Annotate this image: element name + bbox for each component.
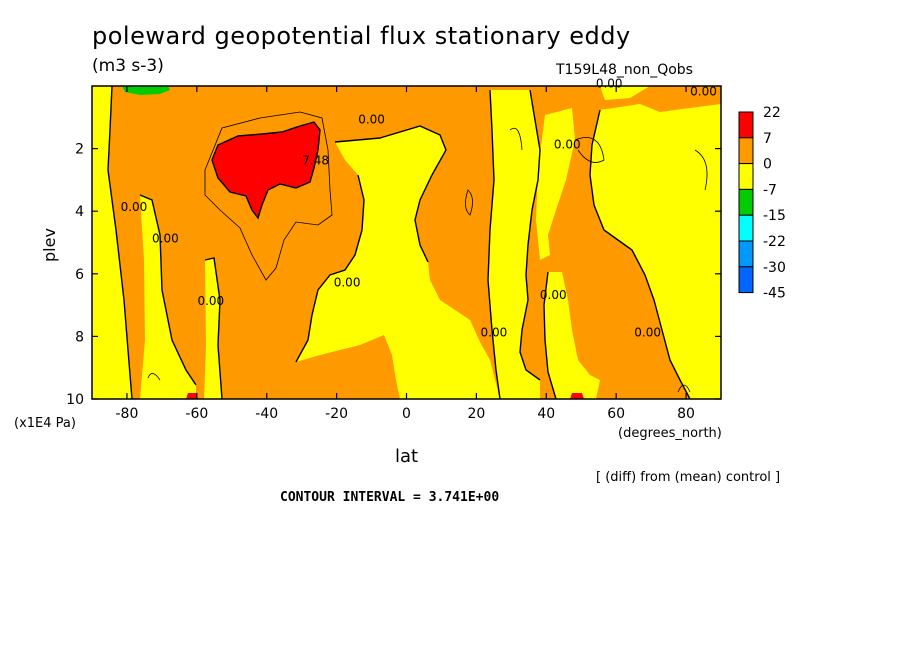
colorbar-label: 22: [763, 105, 781, 121]
colorbar-label: 7: [763, 131, 772, 147]
contour-interval: CONTOUR INTERVAL = 3.741E+00: [280, 490, 500, 505]
chart-title: poleward geopotential flux stationary ed…: [92, 22, 631, 50]
x-tick-label: -80: [116, 406, 139, 422]
x-tick-label: 80: [677, 406, 695, 422]
contour-line: [543, 271, 557, 400]
contour-line: [211, 121, 321, 220]
contour-line: [465, 189, 473, 216]
contour-line: [487, 89, 501, 400]
colorbar-swatch: [738, 111, 754, 139]
x-axis-ticks: -80 -60 -40 -20 0 20 40 60 80: [116, 86, 695, 422]
contour-line: [204, 111, 333, 281]
colorbar-swatch: [738, 214, 754, 242]
contour-line: [589, 109, 691, 400]
x-axis-units: (degrees_north): [618, 426, 722, 441]
diff-annotation: [ (diff) from (mean) control ]: [596, 470, 781, 485]
run-label: T159L48_non_Qobs: [556, 62, 693, 78]
x-tick-label: 0: [402, 406, 411, 422]
x-tick-label: 60: [607, 406, 625, 422]
contour-line: [677, 384, 691, 393]
colorbar-label: -22: [763, 234, 786, 250]
contour-line: [509, 127, 523, 151]
contour-line: [519, 89, 541, 381]
colorbar-swatch: [738, 266, 754, 294]
contour-line: [107, 85, 133, 400]
field-yellow-region: [590, 104, 721, 399]
x-tick-label: 20: [467, 406, 485, 422]
field-yellow-region: [544, 272, 600, 399]
y-tick-label: 2: [75, 142, 84, 158]
y-axis-ticks: 2 4 6 8 10: [66, 142, 721, 408]
contour-label: 0.00: [554, 138, 581, 152]
contour-label: 0.00: [540, 288, 567, 302]
field-yellow-region: [600, 86, 650, 100]
contour-line: [147, 373, 161, 381]
field-yellow-region: [488, 90, 540, 399]
y-axis-units: (x1E4 Pa): [14, 416, 76, 431]
contour-label: 0.00: [596, 77, 623, 91]
field-yellow-region: [92, 86, 132, 399]
x-tick-label: 40: [537, 406, 555, 422]
contour-label: 0.00: [634, 325, 661, 339]
colorbar-swatch: [738, 163, 754, 190]
field-yellow-region: [204, 258, 222, 399]
colorbar: 22 7 0 -7 -15 -22 -30 -45: [738, 105, 786, 302]
x-tick-label: -40: [255, 406, 278, 422]
y-tick-label: 8: [75, 329, 84, 345]
contour-line: [334, 125, 447, 263]
colorbar-label: -7: [763, 182, 777, 198]
chart-units: (m3 s-3): [92, 56, 164, 76]
contour-line: [295, 174, 365, 363]
field-yellow-region: [140, 195, 196, 399]
contour-line: [139, 194, 197, 386]
colorbar-swatch: [738, 137, 754, 165]
colorbar-label: -30: [763, 260, 786, 276]
x-tick-label: -60: [185, 406, 208, 422]
contour-lines: [107, 85, 708, 400]
x-axis-label: lat: [395, 446, 419, 467]
y-tick-label: 6: [75, 267, 84, 283]
field-yellow-region: [536, 108, 575, 260]
contour-label: 0.00: [358, 113, 385, 127]
field-yellow-region: [296, 126, 500, 399]
contour-label: 0.00: [481, 325, 508, 339]
contour-line: [204, 257, 223, 400]
y-tick-label: 4: [75, 204, 84, 220]
colorbar-swatch: [738, 188, 754, 216]
contour-label: 0.00: [334, 275, 361, 289]
y-tick-label: 10: [66, 392, 84, 408]
heatmap-fields: [92, 86, 721, 399]
contour-line: [574, 137, 605, 163]
field-red-region: [570, 393, 584, 399]
contour-line: [694, 149, 708, 191]
contour-label: 0.00: [690, 84, 717, 98]
x-tick-label: -20: [325, 406, 348, 422]
colorbar-label: -45: [763, 286, 786, 302]
field-red-region: [186, 393, 198, 399]
contour-label: 0.00: [197, 294, 224, 308]
colorbar-swatch: [738, 240, 754, 268]
contour-label: 0.00: [152, 232, 179, 246]
contour-labels: 0.00 0.00 0.00 7.48 0.00 0.00 0.00 0.00 0.00 0.00…: [121, 77, 717, 340]
colorbar-label: 0: [763, 157, 772, 173]
contour-label: 7.48: [302, 153, 329, 167]
contour-label: 0.00: [121, 200, 148, 214]
field-green-region: [122, 86, 170, 95]
colorbar-label: -15: [763, 208, 786, 224]
